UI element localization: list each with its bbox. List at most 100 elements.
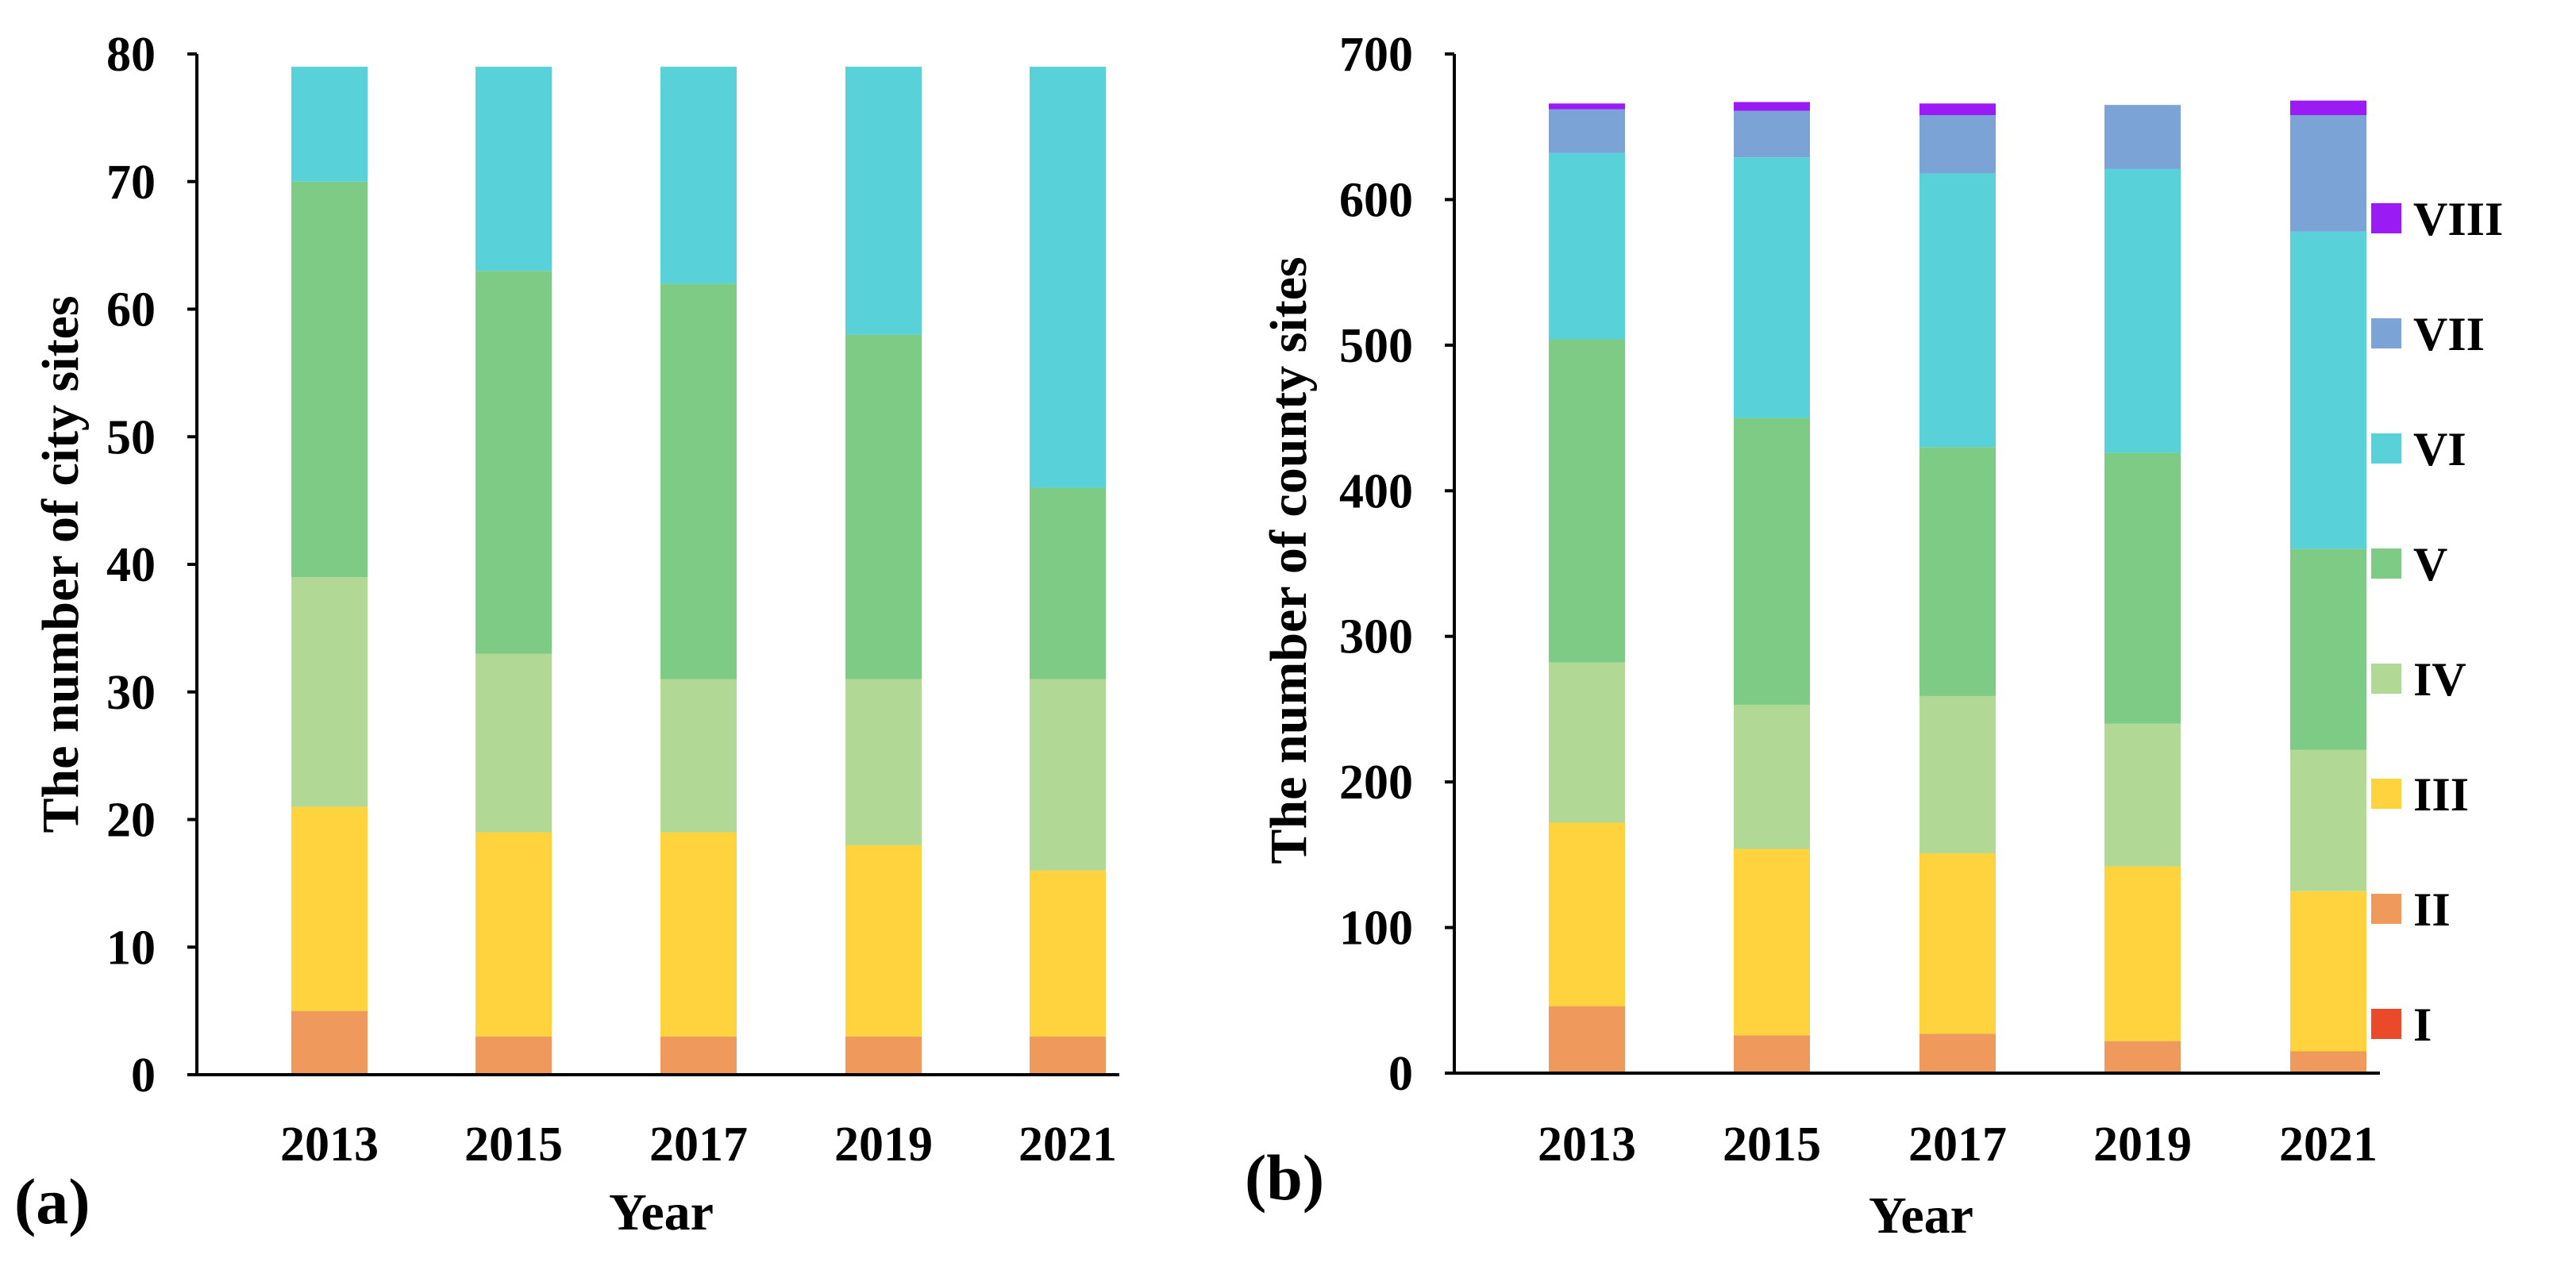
- x-tick-label-2017: 2017: [649, 1118, 748, 1172]
- bar-2015-II: [476, 1036, 552, 1075]
- legend-label-VIII: VIII: [2413, 193, 2503, 245]
- bar-2015-IV: [476, 653, 552, 833]
- bar-2021-VI: [2290, 231, 2366, 549]
- bar-2021-VII: [2290, 115, 2366, 232]
- panel-b-y-axis-title: The number of county sites: [1260, 256, 1318, 864]
- y-tick-label: 300: [1339, 610, 1413, 664]
- legend-label-IV: IV: [2413, 653, 2466, 706]
- bar-2015-VIII: [1734, 102, 1810, 111]
- panel-a-y-tick-labels: 0 10 20 30 40 50 60 70 80: [106, 28, 156, 1102]
- bar-2013-VI: [291, 67, 368, 182]
- legend-swatch-I: [2371, 1009, 2401, 1039]
- bar-2015-V: [1734, 418, 1810, 705]
- bar-2017-VI: [1919, 173, 1996, 448]
- bar-2017-II: [1919, 1033, 1996, 1073]
- legend-swatch-VII: [2371, 318, 2401, 348]
- bar-2013-VI: [1549, 152, 1625, 340]
- bar-2015-III: [1734, 848, 1810, 1036]
- bar-2019-III: [845, 845, 922, 1037]
- x-tick-label-2021: 2021: [1018, 1118, 1117, 1172]
- legend-swatch-V: [2371, 548, 2401, 579]
- panel-b-x-axis-title: Year: [1869, 1187, 1973, 1245]
- y-tick-label: 70: [106, 156, 156, 210]
- bar-2017-VIII: [1919, 103, 1996, 116]
- bar-2015-VI: [476, 67, 552, 271]
- y-tick-label: 60: [106, 283, 156, 337]
- bar-2021-II: [2290, 1051, 2366, 1073]
- bar-2013-III: [1549, 822, 1625, 1006]
- bar-2019-IV: [845, 679, 922, 845]
- bar-2019-II: [2104, 1041, 2181, 1073]
- panel-a-y-tick-marks: [187, 52, 197, 1076]
- y-tick-label: 700: [1339, 28, 1413, 82]
- bar-2019-IV: [2104, 723, 2181, 867]
- y-tick-label: 200: [1339, 756, 1413, 810]
- y-tick-label: 0: [131, 1049, 156, 1102]
- panel-a-bars: [291, 67, 1106, 1075]
- bar-2019-VI: [2104, 168, 2181, 453]
- bar-2015-IV: [1734, 704, 1810, 849]
- bar-2017-III: [1919, 853, 1996, 1034]
- y-tick-label: 80: [106, 28, 156, 82]
- y-tick-label: 500: [1339, 319, 1413, 373]
- bar-2013-II: [291, 1010, 368, 1075]
- panel-b-y-tick-marks: [1445, 52, 1454, 1075]
- x-tick-label-2019: 2019: [834, 1118, 933, 1172]
- x-tick-label-2015: 2015: [464, 1118, 563, 1172]
- x-tick-label-2013: 2013: [280, 1118, 379, 1172]
- bar-2013-III: [291, 806, 368, 1011]
- panel-a-x-axis-title: Year: [609, 1183, 714, 1241]
- bar-2021-III: [1030, 870, 1106, 1037]
- bar-2021-II: [1030, 1036, 1106, 1075]
- bar-2019-VII: [2104, 105, 2181, 169]
- bar-2013-IV: [291, 577, 368, 807]
- bar-2013-VII: [1549, 109, 1625, 153]
- y-tick-label: 10: [106, 921, 156, 975]
- y-tick-label: 40: [106, 538, 156, 592]
- bar-2013-V: [1549, 339, 1625, 663]
- bar-2013-V: [291, 181, 368, 578]
- x-tick-label-2013: 2013: [1538, 1118, 1636, 1172]
- bar-2017-II: [660, 1036, 737, 1075]
- bar-2015-III: [476, 832, 552, 1037]
- panel-a-y-axis-title: The number of city sites: [32, 295, 90, 833]
- bar-2017-V: [660, 283, 737, 679]
- bar-2019-II: [845, 1036, 922, 1075]
- panel-a-city-sites: 0 10 20 30 40 50 60 70 80 2013 2015 2017 2019 2021 T…: [14, 28, 1119, 1241]
- bar-2021-VIII: [2290, 100, 2366, 116]
- bar-2021-V: [2290, 548, 2366, 750]
- legend-swatch-VIII: [2371, 203, 2401, 233]
- bar-2013-II: [1549, 1006, 1625, 1073]
- bar-2015-VII: [1734, 110, 1810, 158]
- bar-2017-III: [660, 832, 737, 1037]
- bar-2017-VII: [1919, 115, 1996, 174]
- y-tick-label: 600: [1339, 173, 1413, 227]
- bar-2019-V: [2104, 452, 2181, 724]
- bar-2021-III: [2290, 891, 2366, 1052]
- legend-swatch-VI: [2371, 433, 2401, 464]
- panel-a-label: (a): [14, 1165, 90, 1237]
- panel-b-x-tick-labels: 2013 2015 2017 2019 2021: [1538, 1118, 2378, 1172]
- y-tick-label: 20: [106, 794, 156, 848]
- legend-swatch-II: [2371, 894, 2401, 924]
- bar-2013-IV: [1549, 662, 1625, 823]
- panel-b-label: (b): [1245, 1141, 1324, 1214]
- bar-2019-VI: [845, 67, 922, 335]
- panel-b-y-tick-labels: 0 100 200 300 400 500 600 700: [1339, 28, 1413, 1101]
- panel-b-bars: [1549, 100, 2366, 1073]
- legend-swatch-IV: [2371, 664, 2401, 694]
- legend-label-V: V: [2413, 538, 2447, 591]
- bar-2019-III: [2104, 866, 2181, 1041]
- x-tick-label-2019: 2019: [2093, 1118, 2192, 1172]
- bar-2017-VI: [660, 67, 737, 284]
- bar-2021-IV: [2290, 749, 2366, 891]
- legend-label-I: I: [2413, 999, 2432, 1051]
- legend-label-III: III: [2413, 768, 2469, 821]
- legend-swatch-III: [2371, 779, 2401, 809]
- legend-label-VII: VII: [2413, 308, 2485, 360]
- bar-2021-VI: [1030, 67, 1106, 488]
- bar-2017-V: [1919, 447, 1996, 696]
- legend-label-VI: VI: [2413, 423, 2466, 475]
